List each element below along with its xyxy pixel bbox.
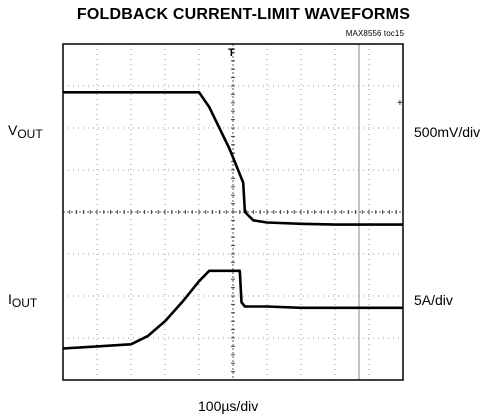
- time-scale-label: 100µs/div: [198, 398, 259, 414]
- iout-label-main: I: [8, 291, 12, 307]
- series-trace-iout: [62, 269, 403, 350]
- edge-marker: +: [397, 98, 403, 109]
- chart-title: FOLDBACK CURRENT-LIMIT WAVEFORMS: [76, 6, 411, 23]
- series-trace-vout: [63, 91, 403, 226]
- vout-label: VOUT: [8, 122, 43, 141]
- iout-label-sub: OUT: [11, 296, 38, 310]
- iout-scale-label: 5A/div: [414, 292, 453, 308]
- vout-scale-label: 500mV/div: [414, 124, 481, 140]
- vout-label-main: V: [8, 122, 18, 138]
- vout-label-sub: OUT: [17, 127, 43, 141]
- part-tag: MAX8556 toc15: [345, 29, 404, 38]
- plot-border: [62, 43, 404, 381]
- iout-label: IOUT: [8, 291, 37, 310]
- trigger-marker-icon: T: [228, 47, 235, 59]
